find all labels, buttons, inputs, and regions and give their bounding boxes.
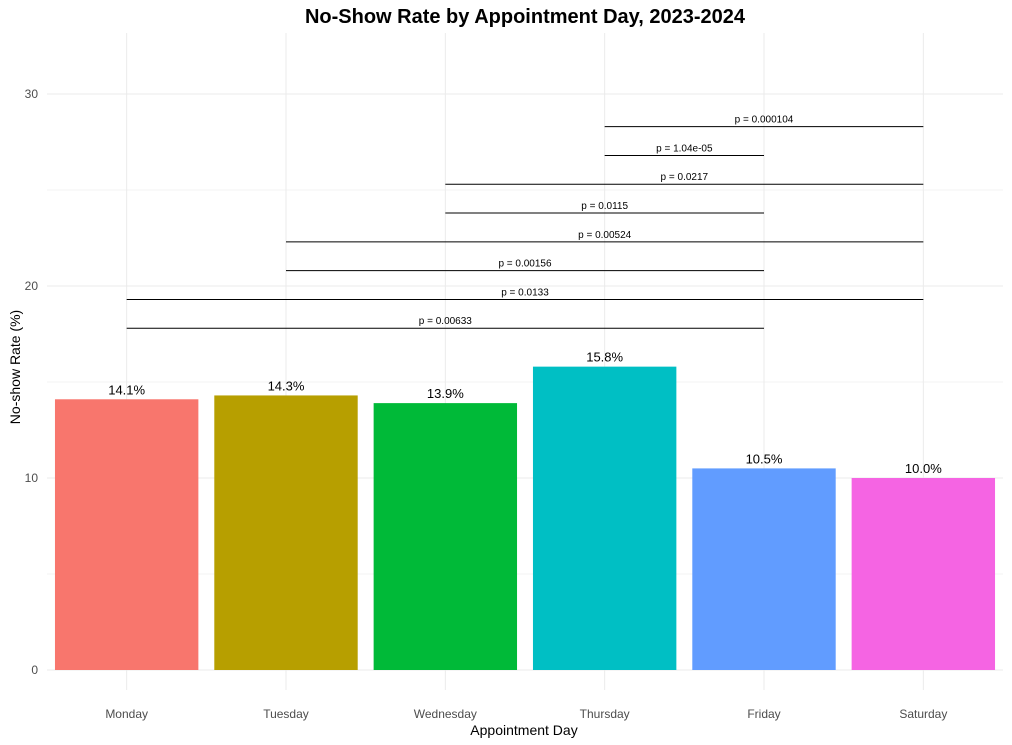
x-tick-label: Friday	[747, 707, 780, 721]
p-value-label: p = 0.000104	[735, 115, 794, 126]
x-tick-label: Monday	[105, 707, 148, 721]
y-tick-label: 10	[25, 471, 39, 485]
y-tick-label: 30	[25, 87, 39, 101]
bar-value-label: 10.5%	[746, 451, 783, 466]
x-tick-label: Tuesday	[263, 707, 309, 721]
p-value-label: p = 0.00524	[578, 230, 632, 241]
x-axis-title: Appointment Day	[470, 722, 577, 738]
bar-value-label: 10.0%	[905, 461, 942, 476]
p-value-label: p = 0.0217	[661, 172, 709, 183]
chart-title: No-Show Rate by Appointment Day, 2023-20…	[305, 6, 746, 28]
x-tick-label: Wednesday	[414, 707, 477, 721]
significance-brackets: p = 0.00633 p = 0.0133 p = 0.00156 p = 0.00…	[126, 115, 924, 329]
bar-saturday	[851, 478, 996, 670]
bar-value-label: 14.3%	[268, 378, 305, 393]
bar-monday	[54, 399, 199, 670]
bar-value-label: 13.9%	[427, 386, 464, 401]
bars: 14.1% 14.3% 13.9% 15.8% 10.5% 10.0%	[54, 350, 996, 670]
bar-value-label: 15.8%	[586, 350, 623, 365]
y-tick-label: 20	[25, 279, 39, 293]
bar-thursday	[532, 366, 677, 670]
y-axis-title: No-show Rate (%)	[7, 310, 23, 424]
x-tick-label: Saturday	[899, 707, 947, 721]
p-value-label: p = 1.04e-05	[656, 143, 713, 154]
p-value-label: p = 0.0115	[581, 201, 628, 212]
bar-wednesday	[373, 403, 518, 670]
x-tick-label: Thursday	[580, 707, 630, 721]
bar-tuesday	[214, 395, 358, 670]
p-value-label: p = 0.0133	[501, 287, 549, 298]
bar-friday	[692, 468, 836, 670]
tick-labels: 0 10 20 30 Monday Tuesday Wednesday Thursday Fri…	[25, 87, 948, 721]
bar-value-label: 14.1%	[108, 382, 145, 397]
y-tick-label: 0	[31, 663, 38, 677]
p-value-label: p = 0.00156	[498, 259, 552, 270]
p-value-label: p = 0.00633	[419, 316, 473, 327]
